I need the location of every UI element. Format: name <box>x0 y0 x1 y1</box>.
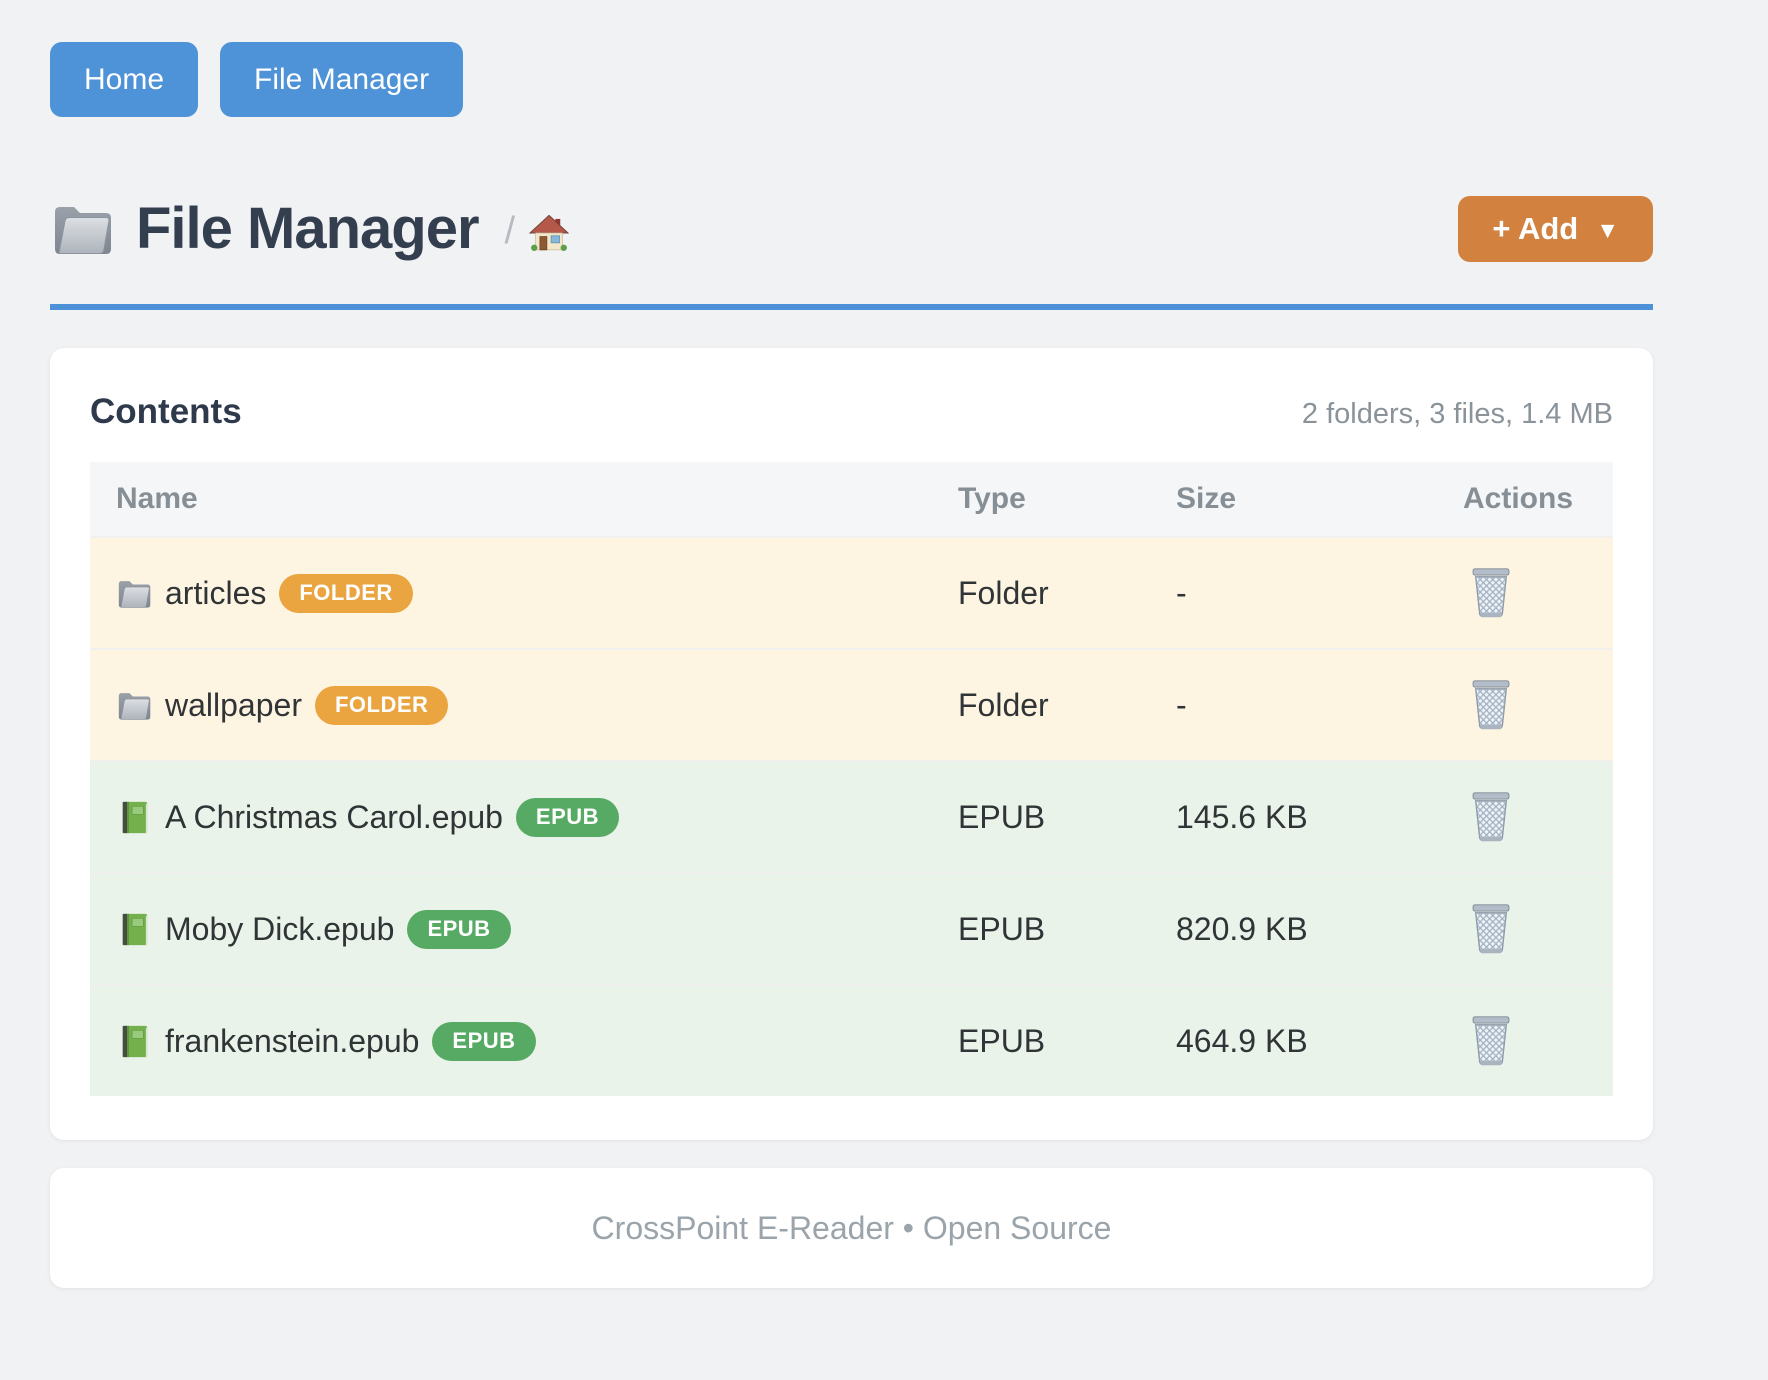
type-badge: EPUB <box>407 909 511 949</box>
file-table: Name Type Size Actions articles FOLDER F… <box>90 462 1613 1096</box>
page: Home File Manager File Manager / + Add ▼… <box>50 0 1653 1288</box>
folder-icon <box>50 200 114 258</box>
home-icon[interactable] <box>529 214 569 252</box>
size-cell: - <box>1176 574 1187 611</box>
column-header-actions: Actions <box>1463 482 1574 515</box>
size-cell: 820.9 KB <box>1176 910 1308 947</box>
file-name[interactable]: Moby Dick.epub <box>165 910 395 947</box>
table-row[interactable]: articles FOLDER Folder - <box>90 536 1613 648</box>
top-nav: Home File Manager <box>50 42 1653 117</box>
file-manager-button[interactable]: File Manager <box>220 42 464 117</box>
page-header: File Manager / + Add ▼ <box>50 195 1653 262</box>
card-header: Contents 2 folders, 3 files, 1.4 MB <box>90 392 1613 432</box>
book-icon <box>116 912 152 947</box>
contents-summary: 2 folders, 3 files, 1.4 MB <box>1301 398 1613 430</box>
size-cell: - <box>1176 686 1187 723</box>
table-row[interactable]: wallpaper FOLDER Folder - <box>90 648 1613 760</box>
type-badge: EPUB <box>432 1021 536 1061</box>
file-name[interactable]: A Christmas Carol.epub <box>165 798 503 835</box>
trash-icon <box>1467 567 1515 619</box>
table-row[interactable]: A Christmas Carol.epub EPUB EPUB 145.6 K… <box>90 760 1613 872</box>
footer-text: CrossPoint E-Reader • Open Source <box>591 1209 1112 1246</box>
folder-icon <box>116 576 152 611</box>
type-cell: EPUB <box>958 1022 1046 1059</box>
footer: CrossPoint E-Reader • Open Source <box>50 1168 1653 1288</box>
type-badge: FOLDER <box>314 685 449 725</box>
delete-button[interactable] <box>1467 1015 1515 1067</box>
delete-button[interactable] <box>1467 567 1515 619</box>
delete-button[interactable] <box>1467 791 1515 843</box>
table-header-row: Name Type Size Actions <box>90 462 1613 536</box>
trash-icon <box>1467 679 1515 731</box>
add-button-label: + Add <box>1492 210 1579 246</box>
type-cell: EPUB <box>958 798 1046 835</box>
title-divider <box>50 304 1653 310</box>
trash-icon <box>1467 903 1515 955</box>
file-name[interactable]: wallpaper <box>165 686 302 723</box>
file-name[interactable]: frankenstein.epub <box>165 1022 420 1059</box>
size-cell: 145.6 KB <box>1176 798 1308 835</box>
book-icon <box>116 1024 152 1059</box>
column-header-type: Type <box>958 482 1026 515</box>
book-icon <box>116 800 152 835</box>
delete-button[interactable] <box>1467 679 1515 731</box>
trash-icon <box>1467 1015 1515 1067</box>
type-cell: Folder <box>958 574 1049 611</box>
type-badge: EPUB <box>515 797 620 837</box>
delete-button[interactable] <box>1467 903 1515 955</box>
page-title: File Manager <box>136 196 480 261</box>
breadcrumb-separator: / <box>504 210 516 252</box>
card-title: Contents <box>90 392 242 431</box>
table-row[interactable]: Moby Dick.epub EPUB EPUB 820.9 KB <box>90 872 1613 984</box>
title-group: File Manager / <box>50 195 569 262</box>
type-badge: FOLDER <box>279 573 413 613</box>
home-button[interactable]: Home <box>50 42 199 117</box>
trash-icon <box>1467 791 1515 843</box>
column-header-name: Name <box>116 482 198 515</box>
file-name[interactable]: articles <box>165 574 267 611</box>
column-header-size: Size <box>1176 482 1237 515</box>
chevron-down-icon: ▼ <box>1596 216 1619 243</box>
type-cell: EPUB <box>958 910 1046 947</box>
folder-icon <box>116 688 152 723</box>
type-cell: Folder <box>958 686 1049 723</box>
add-button[interactable]: + Add ▼ <box>1458 195 1653 262</box>
table-row[interactable]: frankenstein.epub EPUB EPUB 464.9 KB <box>90 984 1613 1096</box>
contents-card: Contents 2 folders, 3 files, 1.4 MB Name… <box>50 348 1653 1140</box>
size-cell: 464.9 KB <box>1176 1022 1308 1059</box>
